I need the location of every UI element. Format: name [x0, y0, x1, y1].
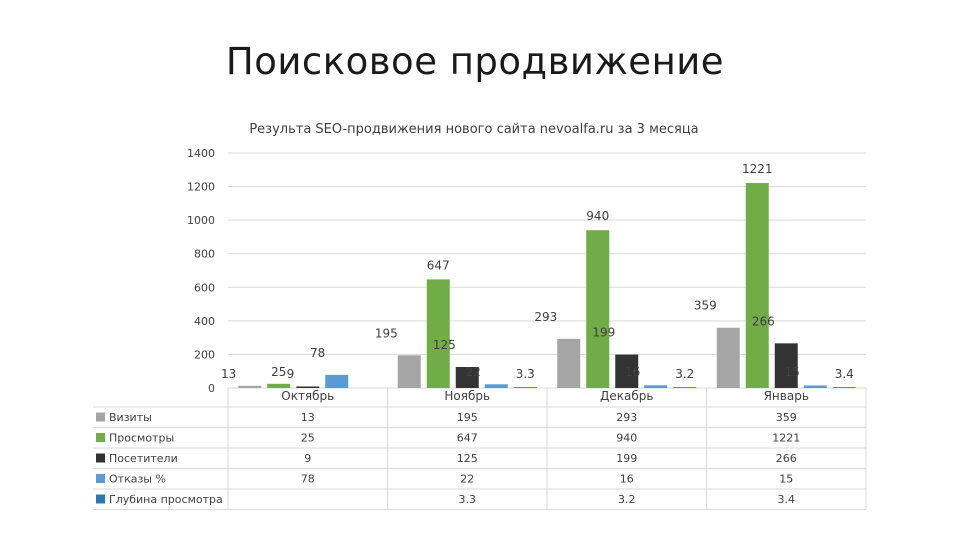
y-tick-label: 200	[194, 348, 215, 361]
data-label: 199	[592, 326, 615, 340]
table-cell: 9	[304, 452, 311, 465]
legend-key	[96, 494, 105, 504]
y-tick-label: 1400	[187, 147, 215, 160]
y-tick-label: 600	[194, 281, 215, 294]
table-cell: 359	[776, 411, 797, 424]
bar	[455, 367, 479, 388]
data-label: 9	[287, 367, 295, 381]
legend-label: Просмотры	[109, 432, 174, 445]
table-cell: 266	[776, 452, 797, 465]
bar	[774, 343, 798, 388]
data-label: 195	[375, 326, 398, 340]
legend-label: Визиты	[109, 411, 152, 424]
legend-label: Отказы %	[109, 473, 166, 486]
bar	[325, 374, 349, 388]
table-cell: 78	[301, 473, 315, 486]
table-cell: 125	[457, 452, 478, 465]
table-cell: 25	[301, 432, 315, 445]
data-label: 647	[427, 258, 450, 272]
x-category-label: Ноябрь	[444, 389, 490, 403]
data-label: 13	[221, 367, 236, 381]
bar	[803, 385, 827, 388]
data-label: 359	[694, 299, 717, 313]
data-label: 3.3	[516, 367, 535, 381]
legend-key	[96, 412, 105, 422]
y-tick-label: 0	[208, 382, 215, 395]
table-cell: 22	[460, 473, 474, 486]
x-category-label: Октябрь	[281, 389, 334, 403]
data-label: 3.2	[675, 367, 694, 381]
bar	[586, 230, 610, 388]
y-tick-label: 800	[194, 248, 215, 261]
bar	[296, 386, 320, 388]
y-tick-label: 1000	[187, 214, 215, 227]
table-cell: 199	[616, 452, 637, 465]
bar	[484, 384, 508, 388]
data-label: 16	[625, 365, 640, 379]
x-category-label: Январь	[764, 389, 809, 403]
table-cell: 940	[616, 432, 637, 445]
legend-key	[96, 474, 105, 483]
table-cell: 13	[301, 411, 315, 424]
data-label: 125	[433, 338, 456, 352]
bar	[267, 383, 291, 388]
bar	[426, 279, 450, 388]
legend-label: Глубина просмотра	[109, 493, 223, 506]
table-cell: 16	[620, 473, 634, 486]
y-tick-label: 400	[194, 315, 215, 328]
bar	[397, 355, 421, 388]
data-label: 293	[534, 310, 557, 324]
legend-key	[96, 433, 105, 442]
bar	[644, 385, 668, 388]
bar	[513, 387, 537, 388]
bar	[673, 387, 697, 388]
data-label: 3.4	[835, 367, 854, 381]
table-cell: 647	[457, 432, 478, 445]
chart-title: Результа SEO-продвижения нового сайта ne…	[249, 122, 698, 137]
data-label: 266	[752, 314, 775, 328]
x-category-label: Декабрь	[600, 389, 653, 403]
table-cell: 293	[616, 411, 637, 424]
bar	[745, 183, 769, 388]
table-cell: 195	[457, 411, 478, 424]
data-label: 25	[271, 365, 286, 379]
data-label: 22	[465, 365, 480, 379]
bar	[615, 354, 639, 388]
data-label: 940	[586, 209, 609, 223]
data-label: 1221	[742, 162, 773, 176]
bar	[238, 385, 262, 388]
y-tick-label: 1200	[187, 181, 215, 194]
table-cell: 15	[779, 473, 793, 486]
legend-key	[96, 453, 105, 463]
legend-label: Посетители	[109, 452, 178, 465]
bar	[557, 338, 581, 388]
table-cell: 3.4	[778, 493, 796, 506]
bar	[832, 387, 856, 388]
bar	[716, 327, 740, 388]
table-cell: 3.2	[618, 493, 636, 506]
data-label: 78	[310, 346, 325, 360]
slide-title: Поисковое продвижение	[225, 40, 725, 83]
table-cell: 3.3	[459, 493, 477, 506]
data-label: 15	[784, 365, 799, 379]
table-cell: 1221	[772, 432, 800, 445]
